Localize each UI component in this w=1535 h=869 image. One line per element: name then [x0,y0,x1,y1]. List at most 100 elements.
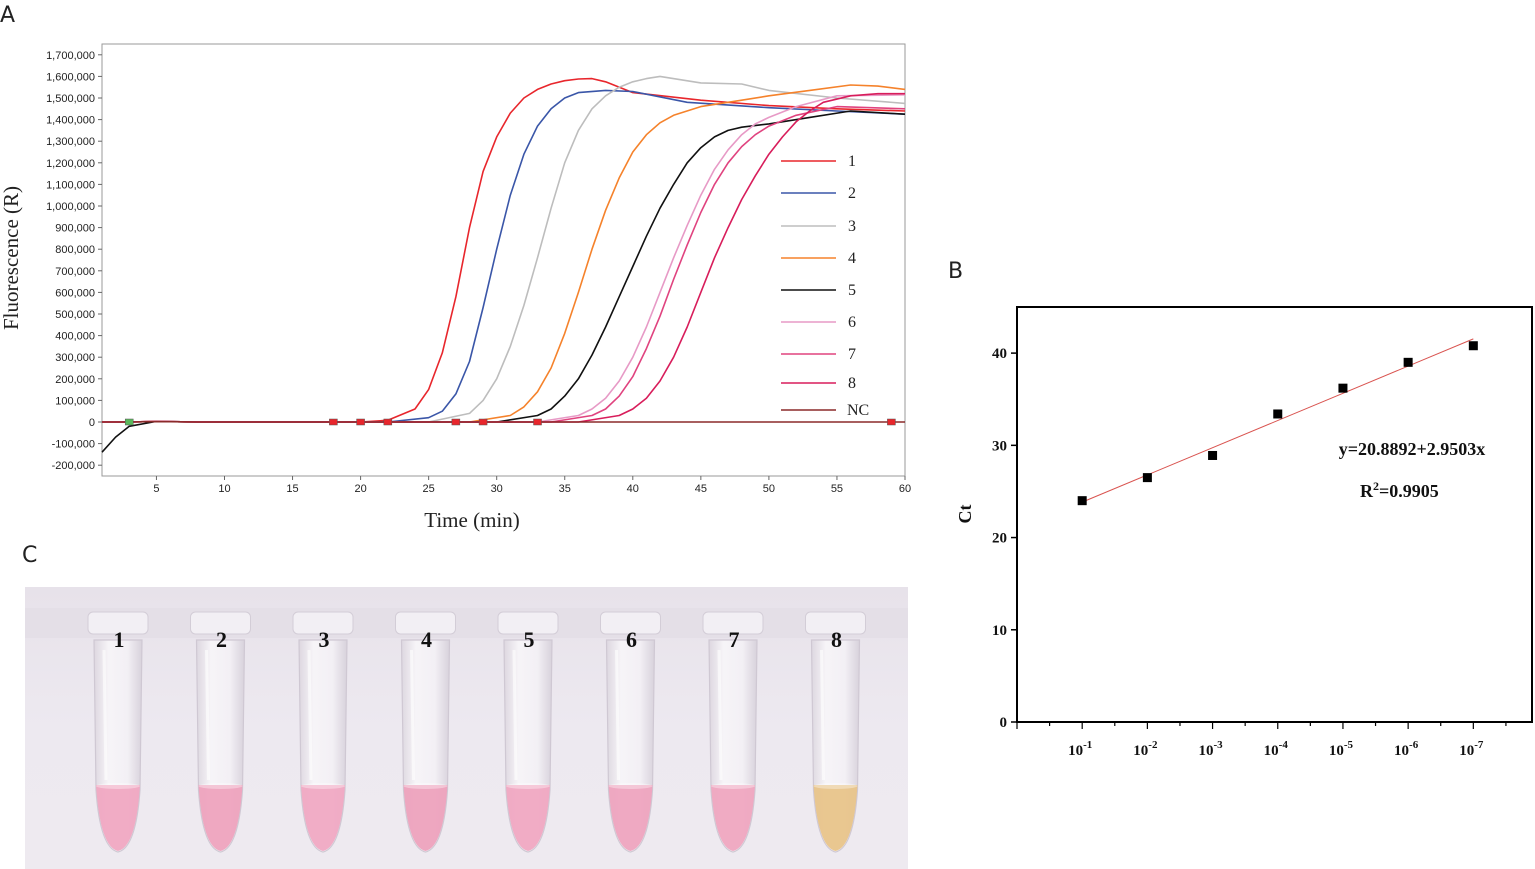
tube-liquid [301,785,345,851]
chart-b-x-tick-label: 10-4 [1264,739,1289,759]
tube: 1 [87,611,149,853]
tube-label: 1 [114,627,125,652]
chart-a-y-tick-label: 1,500,000 [46,93,95,105]
legend-label-5: 5 [848,282,856,299]
legend-label-4: 4 [848,250,856,267]
chart-b-x-tick-base: 10 [1068,743,1083,759]
chart-b-x-tick-label: 10-3 [1198,739,1223,759]
chart-a-y-tick-label: 1,100,000 [46,179,95,191]
tube-cap-rim [395,611,456,635]
tube-liquid [198,785,243,851]
liquid-meniscus [506,783,550,789]
tube-highlight [820,649,825,781]
chart-b-x-tick-label: 10-6 [1394,739,1419,759]
chart-b-plot-frame [1016,306,1533,723]
threshold-marker [451,418,461,426]
tube-highlight [512,649,518,781]
tube-highlight [205,649,210,781]
chart-a-y-tick-label: 500,000 [55,309,95,321]
liquid-meniscus [403,783,448,789]
chart-b-x-tick-exponent: -4 [1279,739,1289,751]
chart-a-y-tick-label: 100,000 [55,395,95,407]
data-point [1208,450,1218,460]
data-point [1142,473,1152,483]
legend-label-1: 1 [848,153,856,170]
liquid-meniscus [198,783,243,789]
tube-cap-rim [497,611,559,635]
chart-a-y-tick-label: 1,200,000 [46,158,95,170]
tube-label: 6 [626,627,637,652]
tube-liquid [96,785,140,851]
liquid-meniscus [813,783,858,789]
chart-a-y-tick-label: -200,000 [52,460,95,472]
chart-b-y-axis-title: Ct [955,505,975,524]
tube-cap-rim [702,611,764,635]
chart-b-x-tick-base: 10 [1133,743,1148,759]
threshold-marker [533,418,542,426]
chart-b-x-tick-label: 10-2 [1133,739,1158,759]
chart-b-y-tick-label: 30 [992,438,1007,454]
legend-label-6: 6 [848,314,856,331]
data-point [1338,383,1348,393]
chart-a-y-tick-label: 1,300,000 [46,136,95,148]
chart-b-r-squared-prefix: R [1360,481,1374,501]
chart-b-y-tick-label: 40 [992,346,1007,362]
tube: 8 [805,611,866,853]
chart-b-x-tick-exponent: -7 [1474,739,1484,751]
tube-cap-rim [292,611,354,635]
tube-label: 7 [729,627,740,652]
chart-b-x-tick-exponent: -5 [1344,739,1354,751]
tube-cap-rim [190,611,251,635]
chart-a-y-tick-label: 1,600,000 [46,71,95,83]
chart-b-y-tick-label: 0 [1000,715,1008,731]
legend-label-2: 2 [848,185,856,202]
legend-label-nc: NC [847,402,869,419]
data-point [1403,357,1413,367]
data-point [1273,409,1283,419]
threshold-marker [887,418,896,426]
chart-b-x-tick-exponent: -1 [1083,739,1092,751]
chart-b-r-squared-sup: 2 [1373,479,1379,493]
chart-b-x-tick-label: 10-5 [1329,739,1354,759]
tube: 7 [702,611,764,853]
legend-label-8: 8 [848,375,856,392]
chart-a-y-tick-label: 1,700,000 [46,50,95,62]
chart-b-x-tick-base: 10 [1459,743,1474,759]
tube-label: 8 [831,627,842,652]
chart-a-y-tick-label: 300,000 [55,352,95,364]
tube-strip [25,608,908,638]
tube-photo: 1 2 3 4 5 6 7 8 [25,587,908,869]
chart-a-y-tick-label: 700,000 [55,266,95,278]
chart-a-x-axis-title: Time (min) [424,508,519,532]
chart-a-y-tick-label: -100,000 [52,439,95,451]
chart-a-x-tick-label: 55 [831,483,843,495]
panel-label-a: A [0,3,15,28]
chart-a-x-tick-label: 25 [423,483,435,495]
chart-a-x-tick-label: 5 [153,483,159,495]
chart-a: -200,000 -100,000 0 100,000 200,000 300,000 40… [0,43,911,532]
tube-cap-rim [600,611,661,635]
threshold-marker [124,418,134,426]
tube-highlight [410,649,415,781]
chart-a-x-tick-label: 50 [763,483,775,495]
tube-cap-rim [805,611,866,635]
tube-liquid [403,785,448,851]
chart-b-equation: y=20.8892+2.9503x [1339,439,1486,459]
chart-b-x-tick-label: 10-1 [1068,739,1092,759]
chart-b-x-tick-exponent: -2 [1148,739,1158,751]
chart-a-x-tick-label: 60 [899,483,911,495]
chart-a-y-tick-label: 0 [89,417,95,429]
chart-b-x-tick-exponent: -6 [1409,739,1419,751]
tube-liquid [608,785,653,851]
chart-a-y-axis-title: Fluorescence (R) [0,186,23,330]
chart-b-y-tick-label: 10 [992,623,1007,639]
chart-b-x-tick-base: 10 [1198,743,1213,759]
panel-label-b: B [948,259,963,284]
liquid-meniscus [711,783,755,789]
chart-b-x-tick-base: 10 [1264,743,1279,759]
chart-b-x-tick-base: 10 [1394,743,1409,759]
chart-b-r-squared: R2=0.9905 [1360,479,1439,501]
tube: 6 [600,611,661,853]
threshold-marker [356,418,365,426]
tube-highlight [615,649,620,781]
